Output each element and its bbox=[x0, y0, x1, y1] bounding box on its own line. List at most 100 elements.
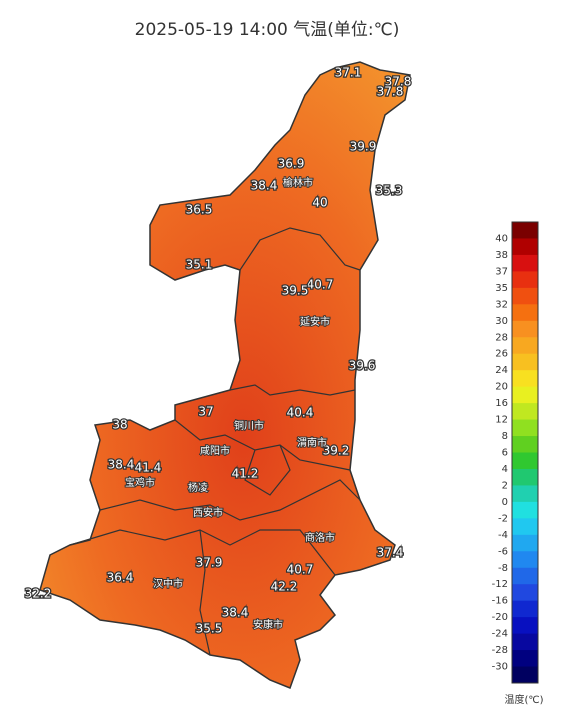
legend-swatch bbox=[512, 650, 538, 668]
legend-label: 35 bbox=[495, 283, 508, 294]
station-value: 41.2 bbox=[232, 467, 259, 481]
province-shape bbox=[39, 61, 411, 689]
station-value: 37.8 bbox=[385, 75, 412, 89]
legend-swatch bbox=[512, 337, 538, 355]
station-value: 42.2 bbox=[271, 580, 298, 594]
legend-label: -16 bbox=[492, 596, 508, 607]
station-value: 37.1 bbox=[335, 66, 362, 80]
station-value: 37.8 bbox=[377, 85, 404, 99]
city-name: 渭南市 bbox=[297, 436, 327, 449]
legend-label: 28 bbox=[495, 332, 508, 343]
legend-label: -20 bbox=[492, 612, 508, 623]
legend-swatch bbox=[512, 271, 538, 289]
legend-label: 26 bbox=[495, 349, 508, 360]
legend-swatch bbox=[512, 666, 538, 684]
legend-swatch bbox=[512, 501, 538, 519]
station-value: 39.6 bbox=[349, 359, 376, 373]
station-value: 40.7 bbox=[307, 278, 334, 292]
legend-swatch bbox=[512, 370, 538, 388]
station-value: 35.5 bbox=[196, 622, 223, 636]
legend-swatch bbox=[512, 633, 538, 651]
legend-label: 40 bbox=[495, 233, 508, 244]
legend-swatch bbox=[512, 353, 538, 371]
legend-swatch bbox=[512, 534, 538, 552]
legend-swatch bbox=[512, 320, 538, 338]
legend-label: -4 bbox=[498, 530, 508, 541]
legend-label: 20 bbox=[495, 382, 508, 393]
city-name: 铜川市 bbox=[234, 419, 264, 432]
city-name: 宝鸡市 bbox=[125, 476, 155, 489]
station-value: 39.5 bbox=[282, 284, 309, 298]
legend-swatch bbox=[512, 287, 538, 305]
legend-label: 24 bbox=[495, 365, 508, 376]
station-value: 40.7 bbox=[287, 563, 314, 577]
legend-swatch bbox=[512, 584, 538, 602]
legend-label: 16 bbox=[495, 398, 508, 409]
legend-label: -30 bbox=[492, 662, 508, 673]
legend-title: 温度(℃) bbox=[504, 693, 543, 706]
legend-label: 0 bbox=[502, 497, 508, 508]
legend-label: -12 bbox=[492, 579, 508, 590]
legend-swatch bbox=[512, 452, 538, 470]
legend-swatch bbox=[512, 386, 538, 404]
station-value: 35.1 bbox=[186, 258, 213, 272]
legend-swatch bbox=[512, 468, 538, 486]
station-value: 37.9 bbox=[196, 556, 223, 570]
boundaries bbox=[69, 227, 361, 656]
city-name: 榆林市 bbox=[283, 176, 313, 189]
legend-label: -2 bbox=[498, 513, 508, 524]
station-value: 38.4 bbox=[108, 458, 135, 472]
legend-swatch bbox=[512, 238, 538, 256]
legend-label: 37 bbox=[495, 266, 508, 277]
station-value: 40 bbox=[312, 196, 327, 210]
legend-swatch bbox=[512, 222, 538, 239]
station-value: 38.4 bbox=[222, 606, 249, 620]
legend-label: -24 bbox=[492, 629, 508, 640]
title: 2025-05-19 14:00 气温(单位:℃) bbox=[135, 20, 400, 40]
legend-label: 30 bbox=[495, 316, 508, 327]
legend-frame bbox=[511, 221, 539, 684]
legend-swatch bbox=[512, 403, 538, 421]
legend-label: 6 bbox=[502, 448, 508, 459]
city-name: 商洛市 bbox=[305, 531, 335, 544]
city-name: 汉中市 bbox=[153, 577, 183, 590]
legend-label: -6 bbox=[498, 546, 508, 557]
station-value: 39.9 bbox=[350, 140, 377, 154]
city-name: 杨凌 bbox=[188, 481, 208, 494]
legend-label: 8 bbox=[502, 431, 508, 442]
station-value: 39.2 bbox=[323, 444, 350, 458]
legend-swatch bbox=[512, 304, 538, 322]
station-value: 37.4 bbox=[377, 546, 404, 560]
legend-swatch bbox=[512, 617, 538, 635]
legend-swatch bbox=[512, 518, 538, 536]
station-value: 36.5 bbox=[186, 203, 213, 217]
station-value: 36.9 bbox=[278, 157, 305, 171]
legend-swatch bbox=[512, 551, 538, 569]
legend-swatch bbox=[512, 567, 538, 585]
station-value: 37 bbox=[198, 405, 213, 419]
legend-label: 32 bbox=[495, 299, 508, 310]
station-value: 35.3 bbox=[376, 184, 403, 198]
city-name: 西安市 bbox=[193, 506, 223, 519]
legend-swatch bbox=[512, 254, 538, 272]
legend-swatch bbox=[512, 600, 538, 618]
station-value: 38.4 bbox=[251, 179, 278, 193]
legend-label: -8 bbox=[498, 563, 508, 574]
legend-swatch bbox=[512, 485, 538, 503]
legend-swatch bbox=[512, 436, 538, 453]
legend-label: 38 bbox=[495, 250, 508, 261]
legend-label: 12 bbox=[495, 415, 508, 426]
legend-label: 2 bbox=[502, 480, 508, 491]
city-name: 延安市 bbox=[300, 315, 330, 328]
station-value: 32.2 bbox=[25, 587, 52, 601]
legend-swatch bbox=[512, 419, 538, 437]
legend-label: -28 bbox=[492, 645, 508, 656]
legend-label: 4 bbox=[502, 464, 508, 475]
station-value: 40.4 bbox=[287, 406, 314, 420]
city-name: 咸阳市 bbox=[200, 444, 230, 457]
station-value: 38 bbox=[112, 418, 127, 432]
station-value: 36.4 bbox=[107, 571, 134, 585]
city-name: 安康市 bbox=[253, 618, 283, 631]
station-value: 41.4 bbox=[135, 461, 162, 475]
